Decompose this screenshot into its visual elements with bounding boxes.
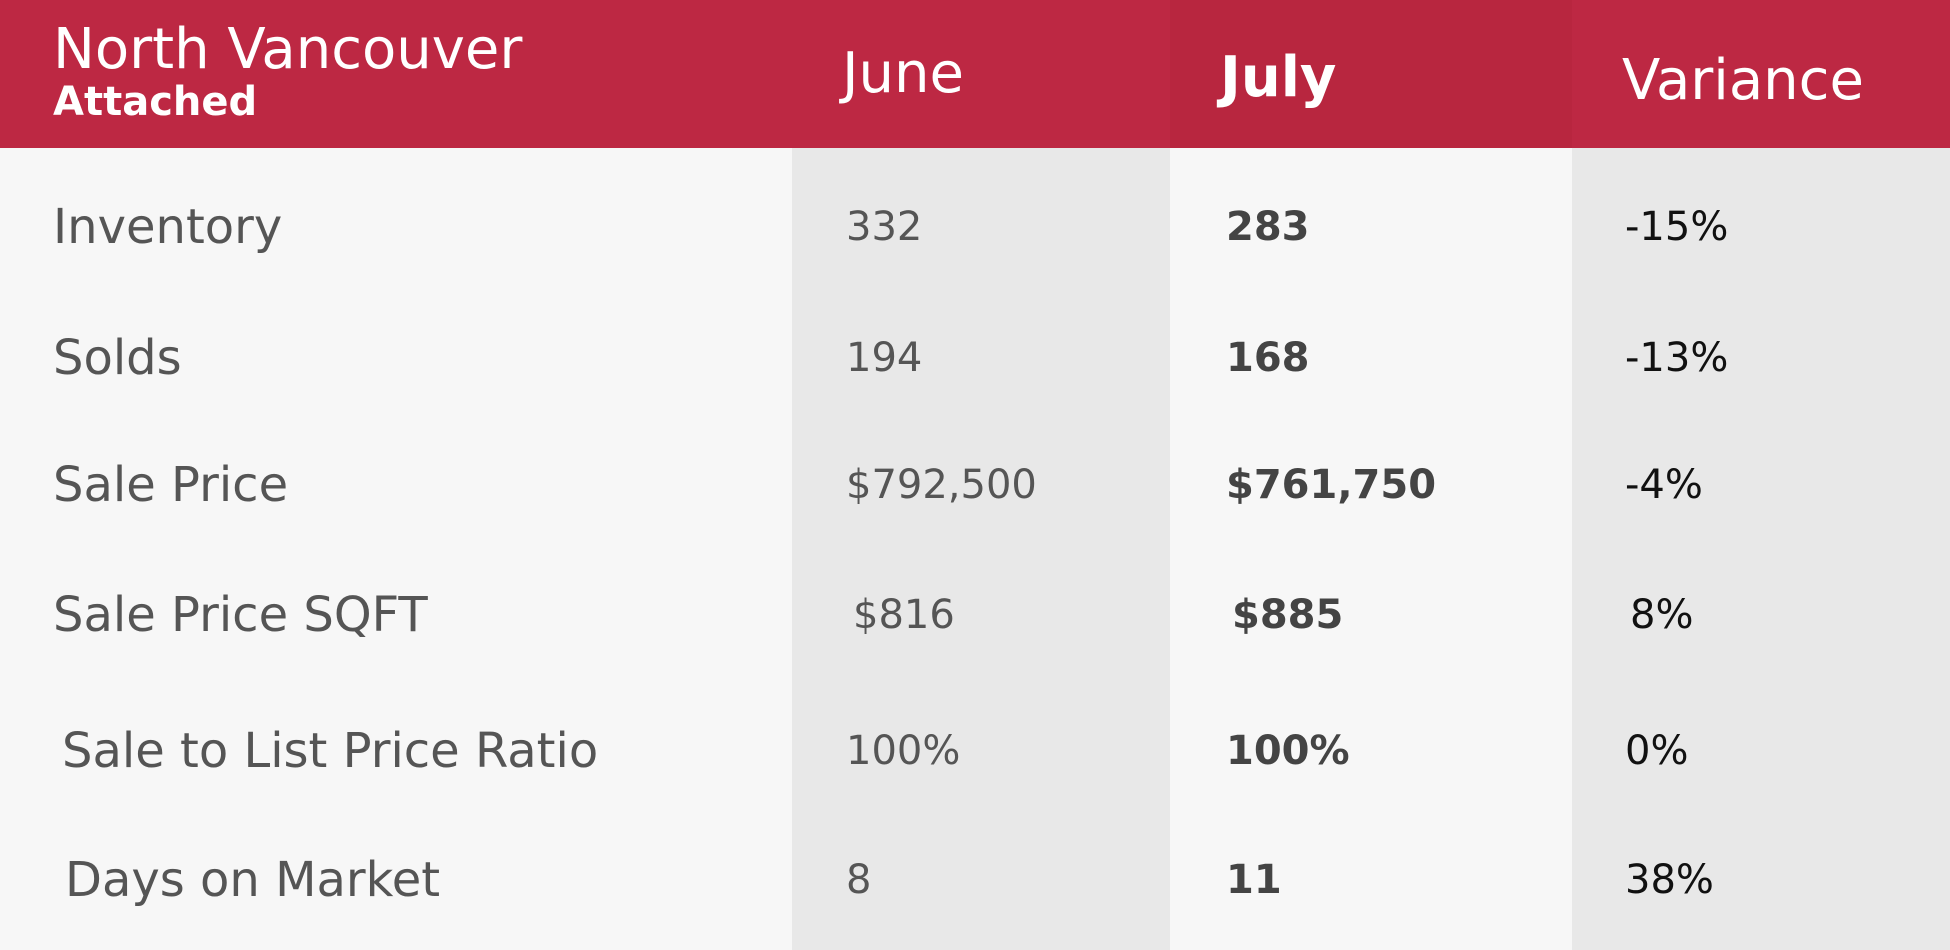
table-header: North Vancouver Attached June July Varia… (0, 0, 1950, 148)
variance-value: 0% (1625, 731, 1688, 771)
table-row-inventory: Inventory 332 283 -15% (0, 162, 1950, 292)
july-value: 100% (1226, 731, 1350, 771)
variance-value: 8% (1630, 595, 1693, 635)
june-value: 8 (846, 860, 871, 900)
july-value: $761,750 (1226, 465, 1436, 505)
june-value: 194 (846, 338, 922, 378)
table-row-sale-price-sqft: Sale Price SQFT $816 $885 8% (0, 550, 1950, 680)
table-row-solds: Solds 194 168 -13% (0, 293, 1950, 423)
july-value: 11 (1226, 860, 1282, 900)
variance-value: -15% (1625, 207, 1728, 247)
june-value: 332 (846, 207, 922, 247)
table-row-sale-to-list-ratio: Sale to List Price Ratio 100% 100% 0% (0, 686, 1950, 816)
june-value: $816 (853, 595, 955, 635)
metric-label: Sale Price SQFT (53, 591, 428, 639)
table-row-days-on-market: Days on Market 8 11 38% (0, 815, 1950, 945)
variance-value: 38% (1625, 860, 1714, 900)
region-title: North Vancouver (53, 22, 522, 78)
july-value: $885 (1232, 595, 1343, 635)
variance-value: -4% (1625, 465, 1703, 505)
table-row-sale-price: Sale Price $792,500 $761,750 -4% (0, 420, 1950, 550)
property-type-subtitle: Attached (53, 82, 257, 122)
metric-label: Sale Price (53, 461, 288, 509)
variance-value: -13% (1625, 338, 1728, 378)
metric-label: Inventory (53, 203, 282, 251)
june-value: $792,500 (846, 465, 1037, 505)
column-header-june: June (842, 46, 964, 102)
july-value: 168 (1226, 338, 1310, 378)
june-value: 100% (846, 731, 960, 771)
column-header-july: July (1220, 50, 1336, 106)
july-value: 283 (1226, 207, 1310, 247)
metric-label: Days on Market (65, 856, 440, 904)
metric-label: Sale to List Price Ratio (62, 727, 598, 775)
metric-label: Solds (53, 334, 182, 382)
column-header-variance: Variance (1622, 53, 1864, 109)
